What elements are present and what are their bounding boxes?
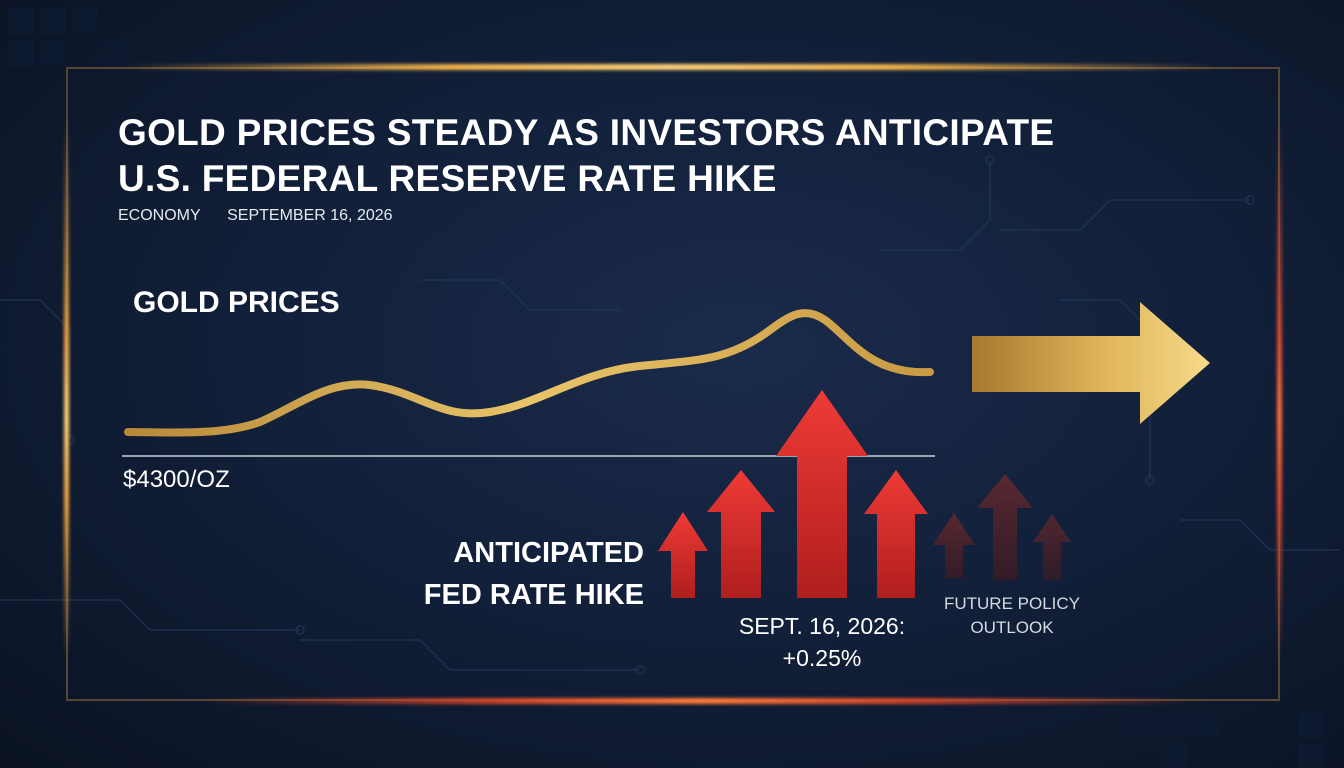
gold-price-line xyxy=(124,309,934,437)
frame-glow-right xyxy=(1277,120,1282,660)
rate-hike-label: ANTICIPATED FED RATE HIKE xyxy=(380,532,644,616)
gold-prices-label: GOLD PRICES xyxy=(133,286,340,319)
rate-hike-date-line-1: SEPT. 16, 2026: xyxy=(738,613,906,639)
future-arrow-3 xyxy=(1033,514,1071,580)
rate-hike-amount: +0.25% xyxy=(782,645,862,671)
article-meta: ECONOMY SEPTEMBER 16, 2026 xyxy=(118,207,415,225)
frame-glow-top xyxy=(120,64,1220,70)
publish-date: SEPTEMBER 16, 2026 xyxy=(227,207,393,224)
future-policy-line-1: FUTURE POLICY xyxy=(943,594,1081,613)
red-arrow-1 xyxy=(658,512,708,598)
headline-line-2: U.S. FEDERAL RESERVE RATE HIKE xyxy=(118,158,777,199)
frame-glow-bottom xyxy=(200,698,1200,704)
red-arrow-2 xyxy=(707,470,775,598)
rate-hike-label-line-1: ANTICIPATED xyxy=(453,537,644,569)
future-policy-line-2: OUTLOOK xyxy=(970,618,1054,637)
future-policy-label: FUTURE POLICY OUTLOOK xyxy=(930,592,1094,640)
rate-hike-date: SEPT. 16, 2026: +0.25% xyxy=(716,610,928,674)
category-label: ECONOMY xyxy=(118,207,201,224)
future-arrow-1 xyxy=(933,513,975,578)
headline-line-1: GOLD PRICES STEADY AS INVESTORS ANTICIPA… xyxy=(118,112,1055,153)
red-arrow-4 xyxy=(864,470,928,598)
price-baseline-label: $4300/OZ xyxy=(123,466,230,493)
frame-glow-left xyxy=(64,120,69,660)
future-arrows xyxy=(933,474,1071,580)
rate-hike-arrows xyxy=(658,390,928,598)
gold-arrow xyxy=(972,302,1210,424)
headline: GOLD PRICES STEADY AS INVESTORS ANTICIPA… xyxy=(118,110,1054,202)
red-arrow-center xyxy=(776,390,868,598)
future-arrow-2 xyxy=(977,474,1033,580)
rate-hike-label-line-2: FED RATE HIKE xyxy=(423,579,644,611)
